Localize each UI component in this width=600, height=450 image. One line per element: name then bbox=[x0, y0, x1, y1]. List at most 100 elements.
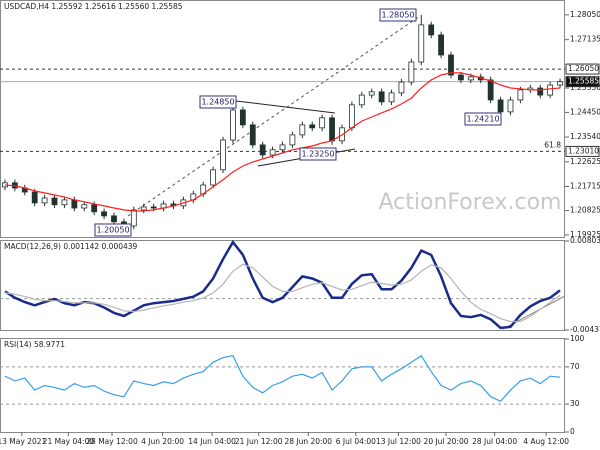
y-tick-label: 0 bbox=[570, 427, 575, 436]
candle-body bbox=[448, 54, 454, 76]
x-tick-label: 28 Jul 04:00 bbox=[472, 437, 517, 446]
candle-body bbox=[348, 104, 355, 129]
candle-body bbox=[507, 99, 514, 113]
annotation-box bbox=[464, 112, 502, 126]
candle-body bbox=[140, 206, 147, 211]
candle-body bbox=[279, 144, 286, 151]
annotation-box bbox=[94, 223, 132, 237]
candle-body bbox=[239, 109, 246, 126]
candle-body bbox=[319, 117, 326, 129]
candle-body bbox=[378, 91, 385, 103]
y-tick-label: 100 bbox=[570, 334, 585, 343]
candle-body bbox=[299, 124, 306, 136]
level-label: 1.26050 bbox=[568, 64, 599, 73]
candle-body bbox=[329, 117, 335, 142]
y-tick-label: -0.004379 bbox=[570, 325, 600, 334]
candle-body bbox=[41, 197, 48, 204]
candle-body bbox=[537, 87, 544, 96]
annotation-box bbox=[379, 8, 417, 22]
y-tick-label: 70 bbox=[570, 362, 580, 371]
x-tick-label: 13 Jul 12:00 bbox=[376, 437, 421, 446]
annotation: 1.23250 bbox=[301, 150, 334, 159]
annotation: 1.20050 bbox=[96, 226, 129, 235]
x-tick-label: 28 May 12:00 bbox=[86, 437, 138, 446]
watermark: ActionForex.com bbox=[379, 190, 562, 215]
candle-body bbox=[269, 149, 276, 156]
x-tick-label: 21 Jun 12:00 bbox=[235, 437, 283, 446]
x-tick-label: 14 Jun 04:00 bbox=[188, 437, 236, 446]
candle-body bbox=[309, 124, 316, 129]
candle-body bbox=[398, 81, 405, 94]
y-tick-label: 1.21715 bbox=[570, 181, 600, 190]
candle-body bbox=[81, 204, 88, 209]
candle-body bbox=[51, 197, 58, 206]
candle-body bbox=[557, 81, 563, 86]
annotation: 1.24210 bbox=[466, 115, 499, 124]
rsi-title: RSI(14) 58.9771 bbox=[4, 340, 65, 349]
x-tick-label: 13 May 2021 bbox=[0, 437, 46, 446]
candle-body bbox=[31, 191, 38, 204]
trend-line bbox=[127, 15, 421, 217]
series-line bbox=[4, 263, 561, 323]
annotation-box bbox=[199, 95, 237, 109]
plot-layer: 1.28050 1.27135 1.25350 1.24450 1.23540 1.226… bbox=[0, 8, 600, 446]
candle-body bbox=[418, 24, 425, 63]
series-line bbox=[4, 72, 561, 212]
candle-body bbox=[111, 215, 117, 223]
series-line bbox=[4, 239, 561, 330]
y-tick-label: 1.22625 bbox=[570, 157, 600, 166]
level-label-box bbox=[565, 76, 600, 88]
candle-body bbox=[408, 61, 415, 83]
y-tick-label: 1.19925 bbox=[570, 230, 600, 239]
y-tick-label: 1.24450 bbox=[570, 107, 600, 116]
level-label: 1.23010 bbox=[568, 146, 599, 155]
candle-body bbox=[71, 199, 78, 209]
x-tick-label: 4 Jun 20:00 bbox=[141, 437, 184, 446]
y-tick-label: 30 bbox=[570, 399, 580, 408]
y-tick-label: 1.25350 bbox=[570, 83, 600, 92]
candle-body bbox=[130, 209, 137, 227]
annotation: 1.24850 bbox=[201, 98, 234, 107]
candle-body bbox=[517, 89, 524, 101]
candle-body bbox=[220, 139, 226, 171]
price-panel bbox=[0, 0, 565, 238]
candle-body bbox=[547, 84, 554, 96]
candle-body bbox=[487, 79, 494, 101]
level-label-box bbox=[565, 63, 600, 75]
x-tick-label: 21 May 04:00 bbox=[43, 437, 95, 446]
candle-body bbox=[210, 169, 217, 186]
y-tick-label: 0.008032 bbox=[570, 236, 600, 245]
candle-body bbox=[249, 124, 256, 146]
level-label: 1.25585 bbox=[568, 77, 599, 86]
candle-body bbox=[358, 94, 365, 106]
series-line bbox=[4, 354, 561, 403]
macd-title: MACD(12,26,9) 0.001142 0.000439 bbox=[4, 242, 138, 251]
candle-body bbox=[497, 99, 504, 113]
candle-body bbox=[91, 204, 98, 213]
candle-body bbox=[467, 76, 474, 81]
candle-body bbox=[289, 134, 296, 146]
candle-body bbox=[259, 144, 266, 156]
candle-body bbox=[150, 206, 157, 209]
chart-title: USDCAD,H4 1.25592 1.25616 1.25560 1.2558… bbox=[4, 2, 183, 11]
candle-body bbox=[230, 109, 236, 141]
x-tick-label: 20 Jul 20:00 bbox=[424, 437, 469, 446]
triangle-line bbox=[235, 100, 336, 114]
candle-body bbox=[458, 74, 464, 81]
fib-label: 61.8 bbox=[544, 140, 561, 149]
y-tick-label: 1.23540 bbox=[570, 132, 600, 141]
candle-body bbox=[388, 92, 395, 103]
rsi-panel bbox=[0, 338, 565, 433]
x-tick-label: 4 Aug 12:00 bbox=[523, 437, 569, 446]
x-tick-label: 6 Jul 04:00 bbox=[336, 437, 376, 446]
annotation: 1.28050 bbox=[381, 11, 414, 20]
candle-body bbox=[428, 24, 435, 36]
x-tick-label: 28 Jun 20:00 bbox=[284, 437, 332, 446]
annotation-box bbox=[299, 147, 337, 161]
y-tick-label: 1.20825 bbox=[570, 206, 600, 215]
macd-panel bbox=[0, 240, 565, 331]
y-tick-label: 1.27135 bbox=[570, 35, 600, 44]
candle-body bbox=[61, 199, 68, 206]
